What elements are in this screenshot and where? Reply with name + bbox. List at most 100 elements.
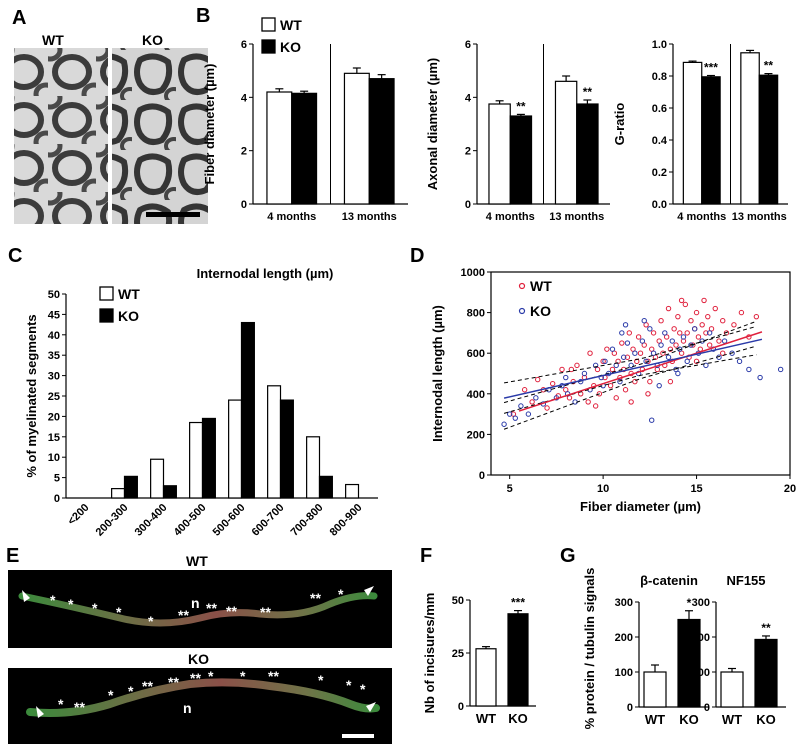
- D-point-ko: [684, 358, 690, 365]
- D-point-wt: [619, 340, 625, 346]
- legend-c-ko-label: KO: [118, 308, 139, 324]
- D-point-wt: [628, 399, 634, 405]
- D-point-wt: [673, 342, 679, 348]
- ko-label: KO: [142, 32, 163, 48]
- ko-incisure-mark: *: [346, 677, 352, 693]
- C-bar-wt: [345, 483, 360, 499]
- D-y-tick-label: 800: [467, 308, 485, 320]
- ko-image-label: KO: [188, 651, 209, 667]
- C-bar-ko: [279, 399, 294, 499]
- C-bar-ko: [123, 475, 138, 499]
- D-point-wt: [635, 334, 642, 340]
- D-y-tick-label: 200: [467, 429, 485, 441]
- D-point-wt: [607, 382, 614, 389]
- D-point-wt: [671, 326, 677, 332]
- wt-micrograph: [14, 48, 108, 224]
- D-point-wt: [529, 399, 535, 405]
- wt-image-label: WT: [186, 553, 208, 569]
- D-confidence-band: [503, 325, 757, 384]
- G-x-tick-label: WT: [722, 712, 742, 727]
- D-point-wt: [682, 301, 689, 308]
- F-y-tick-label: 50: [452, 595, 464, 607]
- D-point-ko: [622, 322, 629, 328]
- D-point-ko: [624, 340, 631, 346]
- wt-incisure-mark: **: [206, 600, 217, 616]
- D-confidence-band: [503, 320, 757, 404]
- F-significance: ***: [511, 596, 525, 610]
- C-x-tick-label: 200-300: [94, 502, 131, 539]
- B2-y-tick-label: 4: [465, 92, 472, 104]
- legend-c-ko-swatch: [99, 308, 114, 323]
- G-x-tick-label: KO: [679, 712, 699, 727]
- D-point-ko: [649, 417, 655, 423]
- D-point-wt: [738, 309, 745, 316]
- wt-arrowhead-left: [22, 590, 30, 602]
- chart-B2: 0 2 4 6 Axonal diameter (µm) ** 4 months ** 13 m…: [425, 39, 610, 223]
- D-point-wt: [559, 366, 565, 373]
- B2-bar-wt: [488, 103, 511, 205]
- D-point-wt: [660, 350, 666, 356]
- B2-bar-ko: [576, 103, 599, 205]
- B1-bar-wt: [343, 72, 370, 205]
- D-point-wt: [622, 387, 629, 393]
- D-point-ko: [609, 346, 616, 352]
- B3-significance: ***: [704, 61, 718, 75]
- D-plot-frame: [490, 271, 791, 476]
- C-x-tick-label: 300-400: [133, 502, 170, 539]
- D-point-wt: [706, 342, 713, 348]
- ko-incisure-mark: *: [318, 672, 324, 688]
- wt-fluorescence-image: [8, 570, 392, 648]
- B3-bar-wt: [682, 61, 703, 205]
- B2-y-tick-label: 6: [465, 39, 471, 51]
- B1-bar-wt: [266, 91, 293, 205]
- D-point-wt: [585, 399, 591, 405]
- D-y-tick-label: 1000: [461, 267, 485, 279]
- D-point-ko: [581, 370, 588, 377]
- B3-y-tick-label: 0.0: [652, 199, 667, 211]
- fluorescence-scale-bar: [342, 734, 374, 738]
- scale-bar: [146, 212, 200, 217]
- B3-bar-ko: [701, 76, 721, 205]
- D-point-wt: [701, 297, 707, 304]
- D-point-wt: [658, 318, 664, 324]
- D-point-ko: [512, 415, 518, 421]
- D-point-wt: [699, 322, 705, 328]
- D-point-ko: [757, 374, 763, 381]
- wt-incisure-mark: *: [50, 592, 56, 608]
- B3-significance: **: [764, 59, 774, 73]
- ko-arrowhead-left: [36, 706, 44, 718]
- ko-incisure-mark: *: [108, 687, 114, 703]
- D-point-wt: [695, 334, 702, 340]
- C-y-tick-label: 30: [48, 371, 60, 383]
- B3-bar-ko: [758, 74, 779, 205]
- D-point-wt: [693, 309, 700, 316]
- D-point-wt: [720, 318, 726, 324]
- D-y-label: Internodal length (µm): [430, 305, 445, 442]
- F-bar: [475, 648, 497, 707]
- legend-b-ko-swatch: [261, 39, 276, 54]
- G-1-y-tick-label: 300: [692, 597, 710, 609]
- ko-micrograph: [112, 48, 208, 224]
- D-confidence-band: [503, 345, 757, 430]
- F-y-tick-label: 25: [452, 648, 464, 660]
- C-y-tick-label: 50: [48, 289, 60, 301]
- wt-incisure-mark: *: [338, 586, 344, 602]
- G-significance: **: [761, 621, 771, 635]
- D-point-ko: [632, 350, 638, 356]
- G-0-y-tick-label: 300: [615, 597, 633, 609]
- B3-y-tick-label: 0.8: [652, 71, 667, 83]
- chart-F: 0 25 50 Nb of incisures/mm WT *** KO: [422, 593, 536, 726]
- D-point-ko: [647, 326, 653, 332]
- B2-y-tick-label: 0: [465, 199, 471, 211]
- ko-arrowhead-right: [366, 702, 376, 712]
- chart-B3: 0.0 0.2 0.4 0.6 0.8 1.0 G-ratio *** 4 months ** 13…: [612, 39, 788, 223]
- D-x-tick-label: 5: [507, 483, 513, 495]
- B3-bar-wt: [740, 52, 760, 205]
- C-x-tick-label: 600-700: [250, 502, 287, 539]
- D-point-ko: [628, 362, 634, 369]
- F-x-tick-label: KO: [508, 711, 528, 726]
- B1-y-tick-label: 4: [241, 92, 248, 104]
- panel-label-f: F: [420, 545, 432, 567]
- G-x-tick-label: WT: [645, 712, 665, 727]
- C-x-tick-label: 800-900: [328, 502, 365, 539]
